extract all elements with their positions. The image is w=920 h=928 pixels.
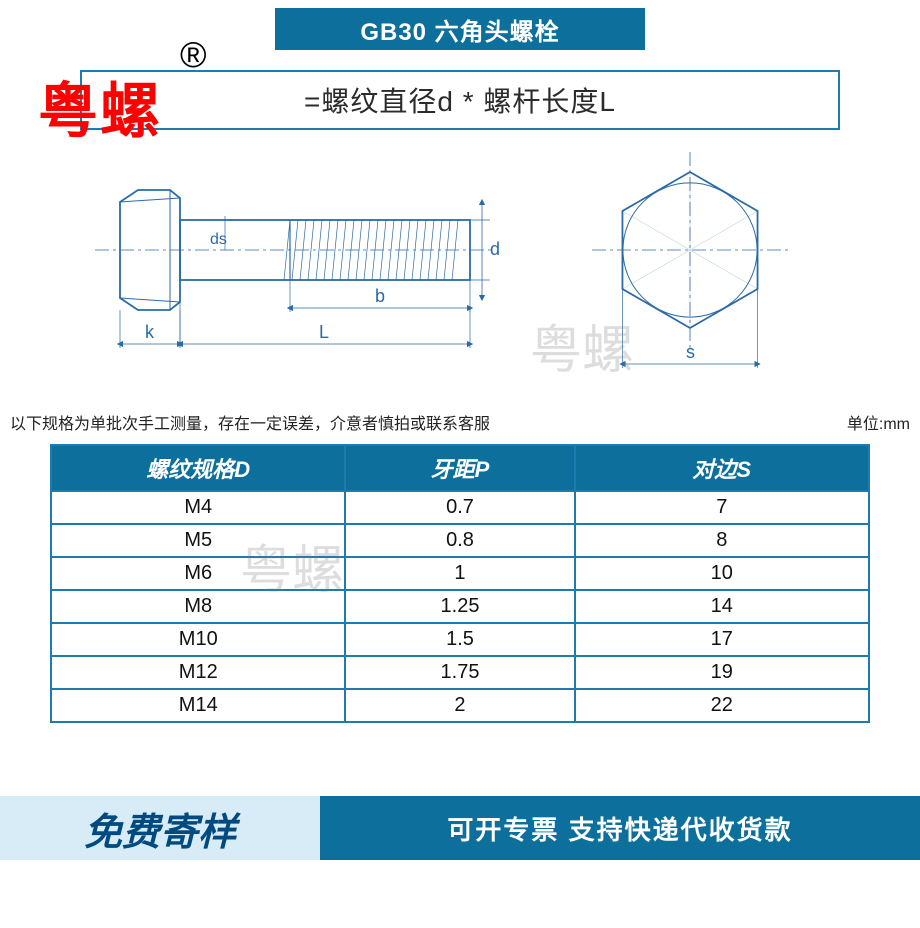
table-cell: 8 (575, 524, 870, 557)
svg-text:d: d (490, 239, 500, 259)
table-row: M14222 (51, 689, 869, 722)
table-col-header: 对边S (575, 445, 870, 491)
footer-left: 免费寄样 (0, 796, 320, 860)
table-row: M81.2514 (51, 590, 869, 623)
svg-text:k: k (145, 322, 155, 342)
table-row: M40.77 (51, 491, 869, 524)
subtitle-text: =螺纹直径d * 螺杆长度L (304, 80, 616, 120)
table-body: M40.77M50.88M6110M81.2514M101.517M121.75… (51, 491, 869, 722)
table-cell: M8 (51, 590, 345, 623)
svg-text:s: s (686, 342, 695, 362)
table-cell: 1 (345, 557, 574, 590)
bolt-diagram: ds d b Lk s (50, 150, 870, 400)
table-row: M121.7519 (51, 656, 869, 689)
table-row: M6110 (51, 557, 869, 590)
svg-text:L: L (319, 322, 329, 342)
subtitle-box: =螺纹直径d * 螺杆长度L (80, 70, 840, 130)
note-right: 单位:mm (847, 410, 910, 434)
table-cell: 22 (575, 689, 870, 722)
table-cell: 0.7 (345, 491, 574, 524)
table-cell: 2 (345, 689, 574, 722)
svg-text:b: b (375, 286, 385, 306)
table-col-header: 螺纹规格D (51, 445, 345, 491)
table-cell: 7 (575, 491, 870, 524)
table-cell: 17 (575, 623, 870, 656)
bolt-diagram-svg: ds d b Lk s (50, 150, 870, 400)
table-row: M101.517 (51, 623, 869, 656)
table-cell: 0.8 (345, 524, 574, 557)
footer-right: 可开专票 支持快递代收货款 (320, 796, 920, 860)
table-cell: M14 (51, 689, 345, 722)
table-cell: M6 (51, 557, 345, 590)
table-row: M50.88 (51, 524, 869, 557)
brand-registered-icon: ® (180, 34, 207, 76)
table-cell: 1.5 (345, 623, 574, 656)
table-cell: 14 (575, 590, 870, 623)
table-cell: M4 (51, 491, 345, 524)
table-cell: 1.75 (345, 656, 574, 689)
table-cell: M10 (51, 623, 345, 656)
footer-bar: 免费寄样 可开专票 支持快递代收货款 (0, 796, 920, 860)
table-cell: M5 (51, 524, 345, 557)
brand-text: 粤螺 (38, 63, 162, 150)
table-cell: 19 (575, 656, 870, 689)
note-left: 以下规格为单批次手工测量，存在一定误差，介意者慎拍或联系客服 (10, 410, 490, 434)
table-cell: 1.25 (345, 590, 574, 623)
table-cell: M12 (51, 656, 345, 689)
title-bar: GB30 六角头螺栓 (275, 8, 645, 50)
svg-text:ds: ds (210, 231, 227, 248)
note-row: 以下规格为单批次手工测量，存在一定误差，介意者慎拍或联系客服 单位:mm (10, 410, 910, 434)
spec-table: 螺纹规格D牙距P对边S M40.77M50.88M6110M81.2514M10… (50, 444, 870, 723)
table-col-header: 牙距P (345, 445, 574, 491)
table-cell: 10 (575, 557, 870, 590)
table-header-row: 螺纹规格D牙距P对边S (51, 445, 869, 491)
